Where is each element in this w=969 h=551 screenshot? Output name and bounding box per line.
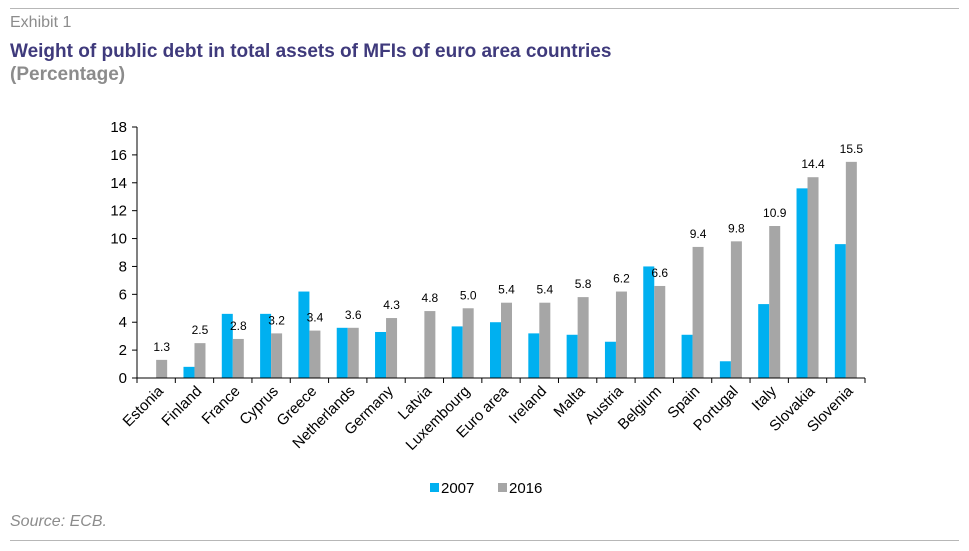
bar-2016-finland <box>194 343 206 378</box>
bar-2007-portugal <box>719 361 731 378</box>
bar-2016-italy <box>769 226 781 378</box>
bar-2007-luxembourg <box>451 326 463 378</box>
bar-2016-slovakia <box>807 177 819 378</box>
legend-label-2016: 2016 <box>509 480 542 497</box>
exhibit-label: Exhibit 1 <box>10 14 72 31</box>
category-label: Finland <box>158 383 205 430</box>
y-tick-label: 16 <box>110 147 127 164</box>
bar-2016-ireland <box>539 302 551 378</box>
bar-2016-germany <box>386 318 398 378</box>
bar-2016-belgium <box>654 285 666 378</box>
y-tick-label: 4 <box>119 314 127 331</box>
bar-2007-spain <box>681 334 693 378</box>
legend-label-2007: 2007 <box>441 480 474 497</box>
bottom-rule <box>10 540 959 541</box>
data-label-2016: 3.2 <box>268 313 285 327</box>
bar-2007-slovenia <box>834 244 846 378</box>
data-label-2016: 3.4 <box>307 311 324 325</box>
bars-group <box>156 161 857 378</box>
bar-2007-netherlands <box>336 327 348 378</box>
bar-2007-cyprus <box>260 313 272 378</box>
bar-2007-finland <box>183 366 195 378</box>
chart-title: Weight of public debt in total assets of… <box>10 41 612 62</box>
bar-2007-ireland <box>528 333 540 378</box>
top-rule <box>10 8 959 9</box>
category-label: France <box>199 383 244 428</box>
legend-swatch-2016 <box>498 483 507 492</box>
y-tick-label: 10 <box>110 231 127 248</box>
bar-2016-austria <box>615 291 627 378</box>
y-tick-label: 2 <box>119 342 127 359</box>
data-label-2016: 1.3 <box>153 340 170 354</box>
bar-2007-austria <box>604 341 616 378</box>
bar-2016-latvia <box>424 311 436 378</box>
legend: 2007 2016 <box>430 480 542 497</box>
data-label-2016: 9.8 <box>728 221 745 235</box>
chart-subtitle: (Percentage) <box>10 64 126 85</box>
bar-2007-euro-area <box>490 322 501 378</box>
bar-2016-luxembourg <box>462 308 474 378</box>
data-label-2016: 5.8 <box>575 277 592 291</box>
axes-group: 0 2 4 6 8 10 12 14 16 18 <box>110 119 866 387</box>
bar-2016-greece <box>309 330 321 378</box>
data-label-2016: 2.5 <box>192 323 209 337</box>
bar-2007-belgium <box>643 266 655 378</box>
bar-2007-greece <box>298 291 310 378</box>
category-label: Italy <box>749 382 781 414</box>
data-label-2016: 14.4 <box>801 157 825 171</box>
data-label-2016: 4.8 <box>422 291 439 305</box>
bar-2016-netherlands <box>347 327 359 378</box>
bar-2016-cyprus <box>271 333 283 378</box>
bar-2016-estonia <box>156 359 168 378</box>
data-label-2016: 6.6 <box>651 266 668 280</box>
data-label-2016: 15.5 <box>840 142 864 156</box>
bar-2016-malta <box>577 297 589 378</box>
y-tick-label: 8 <box>119 258 127 275</box>
category-label: Estonia <box>120 382 168 430</box>
legend-swatch-2007 <box>430 483 439 492</box>
bar-2016-euro-area <box>501 302 512 378</box>
y-tick-label: 0 <box>119 370 127 387</box>
y-tick-label: 18 <box>110 119 127 136</box>
data-label-2016: 5.0 <box>460 288 477 302</box>
bar-2016-spain <box>692 246 704 378</box>
labels-group: EstoniaFinlandFranceCyprusGreeceNetherla… <box>120 142 864 454</box>
bar-2007-malta <box>566 334 578 378</box>
category-label: Cyprus <box>236 383 282 429</box>
y-tick-label: 14 <box>110 175 127 192</box>
bar-2016-portugal <box>730 241 742 378</box>
data-label-2016: 5.4 <box>498 283 515 297</box>
bar-chart: 0 2 4 6 8 10 12 14 16 18 EstoniaFinlandFranceCypr… <box>110 119 866 497</box>
data-label-2016: 5.4 <box>536 283 553 297</box>
bar-2007-italy <box>758 304 770 378</box>
data-label-2016: 4.3 <box>383 298 400 312</box>
bar-2016-slovenia <box>845 161 857 378</box>
bar-2007-france <box>221 313 233 378</box>
data-label-2016: 2.8 <box>230 319 247 333</box>
bar-2016-france <box>232 338 244 378</box>
data-label-2016: 10.9 <box>763 206 787 220</box>
y-tick-label: 12 <box>110 203 127 220</box>
source-note: Source: ECB. <box>10 513 107 530</box>
y-tick-label: 6 <box>119 286 127 303</box>
data-label-2016: 6.2 <box>613 272 630 286</box>
bar-2007-germany <box>375 331 387 378</box>
category-label: Ireland <box>506 383 550 427</box>
data-label-2016: 9.4 <box>690 227 707 241</box>
data-label-2016: 3.6 <box>345 308 362 322</box>
bar-2007-slovakia <box>796 188 808 378</box>
